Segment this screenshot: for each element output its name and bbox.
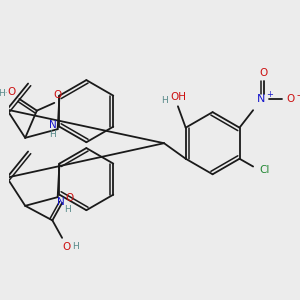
Text: N: N — [57, 197, 64, 207]
Text: O: O — [8, 87, 16, 97]
Text: O: O — [53, 90, 61, 100]
Text: O: O — [260, 68, 268, 78]
Text: H: H — [50, 130, 56, 140]
Text: H·: H· — [0, 89, 8, 98]
Text: Cl: Cl — [260, 165, 270, 176]
Text: N: N — [49, 120, 57, 130]
Text: H: H — [161, 96, 168, 105]
Text: O: O — [66, 193, 74, 203]
Text: N: N — [257, 94, 265, 103]
Text: -: - — [296, 90, 299, 100]
Text: H: H — [72, 242, 79, 251]
Text: O: O — [286, 94, 294, 103]
Text: O: O — [63, 242, 71, 252]
Text: +: + — [266, 90, 273, 99]
Text: OH: OH — [170, 92, 186, 102]
Text: H: H — [64, 205, 71, 214]
